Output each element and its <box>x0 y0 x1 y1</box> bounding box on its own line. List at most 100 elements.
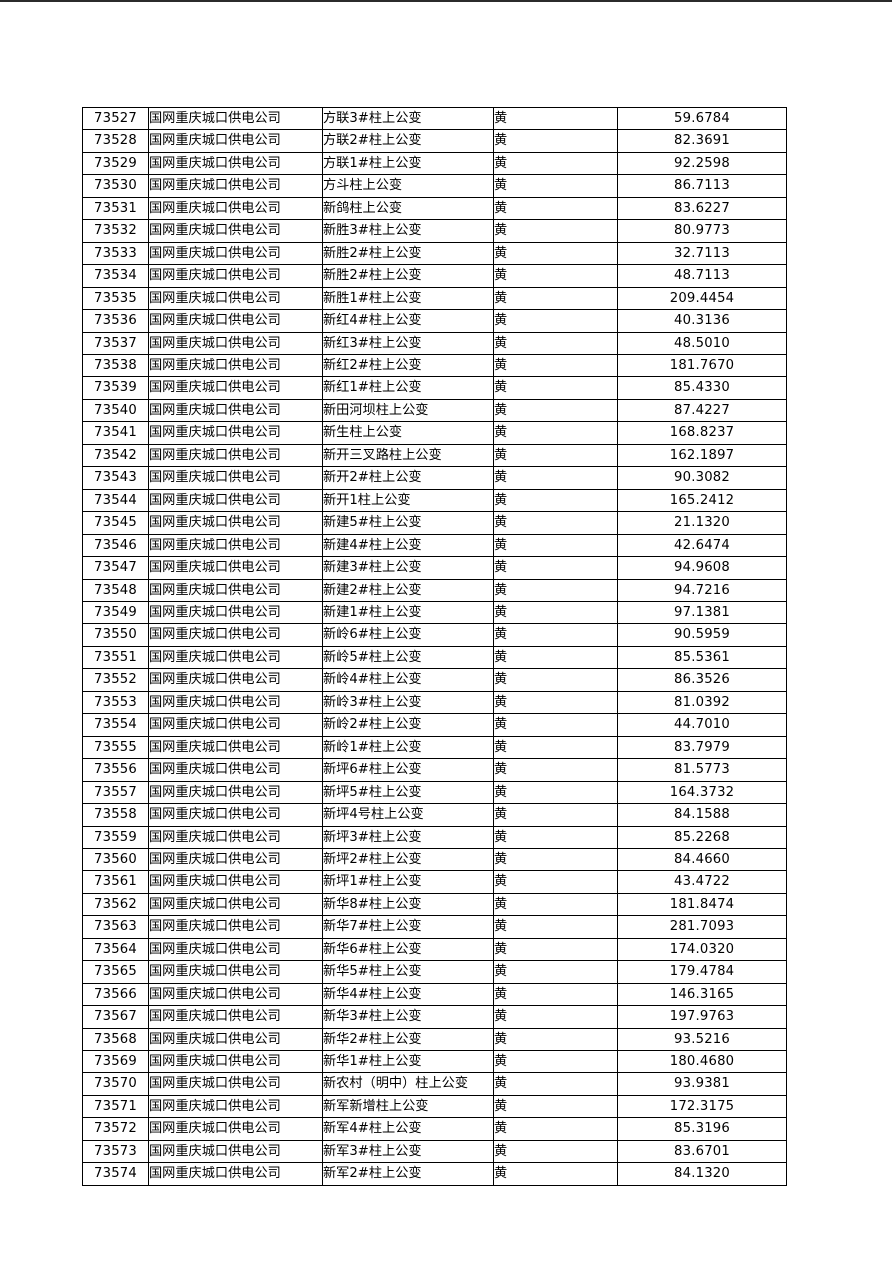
cell-device-name: 新华3#柱上公变 <box>322 1005 494 1029</box>
cell-measured-value: 42.6474 <box>617 533 787 558</box>
cell-measured-value: 179.4784 <box>617 960 787 984</box>
table-row: 73553 国网重庆城口供电公司 新岭3#柱上公变黄 81.0392 <box>82 690 787 715</box>
table-row: 73566 国网重庆城口供电公司 新华4#柱上公变黄 146.3165 <box>82 982 787 1007</box>
cell-device-name: 新田河坝柱上公变 <box>322 398 494 423</box>
cell-company-name: 国网重庆城口供电公司 <box>148 578 323 602</box>
cell-measured-value: 84.4660 <box>617 847 787 872</box>
table-row: 73549 国网重庆城口供电公司 新建1#柱上公变黄 97.1381 <box>82 600 787 625</box>
cell-device-name: 新建4#柱上公变 <box>322 533 494 558</box>
cell-record-id: 73559 <box>82 825 149 849</box>
cell-device-name: 新红4#柱上公变 <box>322 309 494 333</box>
table-row: 73535 国网重庆城口供电公司 新胜1#柱上公变黄 209.4454 <box>82 286 787 311</box>
cell-color-category: 黄 <box>493 488 618 513</box>
cell-device-name: 新胜2#柱上公变 <box>322 264 494 288</box>
cell-measured-value: 86.3526 <box>617 668 787 692</box>
cell-company-name: 国网重庆城口供电公司 <box>148 174 323 198</box>
cell-record-id: 73565 <box>82 960 149 984</box>
cell-color-category: 黄 <box>493 825 618 849</box>
table-row: 73551 国网重庆城口供电公司 新岭5#柱上公变黄 85.5361 <box>82 645 787 670</box>
cell-measured-value: 59.6784 <box>617 106 787 131</box>
cell-record-id: 73527 <box>82 106 149 131</box>
cell-color-category: 黄 <box>493 421 618 445</box>
cell-color-category: 黄 <box>493 1005 618 1029</box>
table-row: 73572 国网重庆城口供电公司 新军4#柱上公变黄 85.3196 <box>82 1117 787 1141</box>
cell-company-name: 国网重庆城口供电公司 <box>148 1005 323 1029</box>
cell-device-name: 新坪2#柱上公变 <box>322 847 494 872</box>
cell-color-category: 黄 <box>493 106 618 131</box>
table-row: 73548 国网重庆城口供电公司 新建2#柱上公变黄 94.7216 <box>82 578 787 602</box>
table-row: 73530 国网重庆城口供电公司 方斗柱上公变黄 86.7113 <box>82 174 787 198</box>
cell-company-name: 国网重庆城口供电公司 <box>148 129 323 153</box>
table-row: 73532 国网重庆城口供电公司 新胜3#柱上公变黄 80.9773 <box>82 219 787 243</box>
cell-record-id: 73544 <box>82 488 149 513</box>
cell-color-category: 黄 <box>493 1027 618 1052</box>
cell-color-category: 黄 <box>493 600 618 625</box>
cell-measured-value: 32.7113 <box>617 241 787 266</box>
cell-measured-value: 97.1381 <box>617 600 787 625</box>
table-row: 73561 国网重庆城口供电公司 新坪1#柱上公变黄 43.4722 <box>82 870 787 894</box>
table-row: 73569 国网重庆城口供电公司 新华1#柱上公变黄 180.4680 <box>82 1050 787 1074</box>
cell-color-category: 黄 <box>493 376 618 400</box>
cell-record-id: 73534 <box>82 264 149 288</box>
cell-company-name: 国网重庆城口供电公司 <box>148 600 323 625</box>
cell-device-name: 方联1#柱上公变 <box>322 151 494 176</box>
cell-measured-value: 80.9773 <box>617 219 787 243</box>
cell-company-name: 国网重庆城口供电公司 <box>148 713 323 737</box>
cell-company-name: 国网重庆城口供电公司 <box>148 286 323 311</box>
table-row: 73550 国网重庆城口供电公司 新岭6#柱上公变黄 90.5959 <box>82 623 787 647</box>
cell-color-category: 黄 <box>493 556 618 580</box>
cell-company-name: 国网重庆城口供电公司 <box>148 960 323 984</box>
cell-color-category: 黄 <box>493 174 618 198</box>
cell-device-name: 新胜1#柱上公变 <box>322 286 494 311</box>
cell-color-category: 黄 <box>493 286 618 311</box>
cell-measured-value: 92.2598 <box>617 151 787 176</box>
cell-record-id: 73561 <box>82 870 149 894</box>
cell-record-id: 73572 <box>82 1117 149 1141</box>
cell-device-name: 新岭6#柱上公变 <box>322 623 494 647</box>
cell-device-name: 新红2#柱上公变 <box>322 353 494 378</box>
table-row: 73558 国网重庆城口供电公司 新坪4号柱上公变黄 84.1588 <box>82 803 787 827</box>
page-top-edge-line <box>0 0 892 2</box>
cell-company-name: 国网重庆城口供电公司 <box>148 309 323 333</box>
cell-color-category: 黄 <box>493 1162 618 1186</box>
cell-record-id: 73529 <box>82 151 149 176</box>
cell-device-name: 新华1#柱上公变 <box>322 1050 494 1074</box>
cell-company-name: 国网重庆城口供电公司 <box>148 735 323 760</box>
cell-color-category: 黄 <box>493 713 618 737</box>
cell-record-id: 73539 <box>82 376 149 400</box>
cell-company-name: 国网重庆城口供电公司 <box>148 466 323 490</box>
cell-record-id: 73558 <box>82 803 149 827</box>
table-row: 73554 国网重庆城口供电公司 新岭2#柱上公变黄 44.7010 <box>82 713 787 737</box>
cell-record-id: 73574 <box>82 1162 149 1186</box>
cell-company-name: 国网重庆城口供电公司 <box>148 915 323 939</box>
cell-measured-value: 83.6227 <box>617 196 787 221</box>
cell-device-name: 新军3#柱上公变 <box>322 1139 494 1164</box>
cell-device-name: 新鸽柱上公变 <box>322 196 494 221</box>
cell-color-category: 黄 <box>493 219 618 243</box>
cell-device-name: 新岭2#柱上公变 <box>322 713 494 737</box>
table-row: 73529 国网重庆城口供电公司 方联1#柱上公变黄 92.2598 <box>82 151 787 176</box>
cell-record-id: 73530 <box>82 174 149 198</box>
cell-measured-value: 94.7216 <box>617 578 787 602</box>
cell-measured-value: 90.3082 <box>617 466 787 490</box>
cell-measured-value: 165.2412 <box>617 488 787 513</box>
cell-device-name: 新坪5#柱上公变 <box>322 780 494 805</box>
table-row: 73534 国网重庆城口供电公司 新胜2#柱上公变黄 48.7113 <box>82 264 787 288</box>
table-row: 73571 国网重庆城口供电公司 新军新增柱上公变黄 172.3175 <box>82 1094 787 1119</box>
cell-company-name: 国网重庆城口供电公司 <box>148 825 323 849</box>
table-row: 73536 国网重庆城口供电公司 新红4#柱上公变黄 40.3136 <box>82 309 787 333</box>
cell-measured-value: 85.3196 <box>617 1117 787 1141</box>
table-row: 73540 国网重庆城口供电公司 新田河坝柱上公变黄 87.4227 <box>82 398 787 423</box>
cell-color-category: 黄 <box>493 353 618 378</box>
cell-record-id: 73548 <box>82 578 149 602</box>
cell-company-name: 国网重庆城口供电公司 <box>148 937 323 962</box>
cell-color-category: 黄 <box>493 780 618 805</box>
cell-measured-value: 90.5959 <box>617 623 787 647</box>
cell-record-id: 73547 <box>82 556 149 580</box>
table-row: 73565 国网重庆城口供电公司 新华5#柱上公变黄 179.4784 <box>82 960 787 984</box>
cell-device-name: 新开三叉路柱上公变 <box>322 443 494 468</box>
cell-device-name: 新坪4号柱上公变 <box>322 803 494 827</box>
cell-measured-value: 40.3136 <box>617 309 787 333</box>
cell-device-name: 新生柱上公变 <box>322 421 494 445</box>
